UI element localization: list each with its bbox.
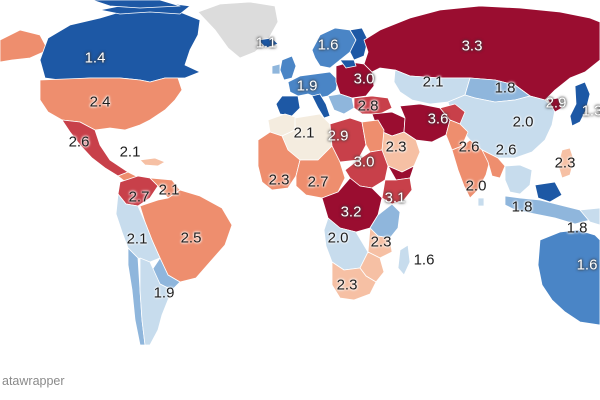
region-caribbean — [139, 157, 166, 167]
region-chile — [127, 247, 146, 346]
region-india — [451, 139, 491, 199]
region-egypt — [361, 119, 385, 153]
region-ethiopia — [381, 177, 413, 205]
region-western-europe — [287, 71, 339, 99]
region-papua — [579, 207, 600, 226]
region-afghanistan — [439, 103, 466, 125]
region-southeast-asia — [504, 164, 533, 195]
region-usa — [39, 77, 183, 131]
region-sudan — [344, 149, 389, 189]
region-iceland — [257, 37, 279, 49]
region-philippines — [557, 147, 575, 179]
region-iran — [399, 103, 451, 143]
region-alaska — [0, 29, 49, 63]
region-finland — [349, 27, 369, 61]
region-south-africa — [331, 261, 377, 301]
region-bangladesh — [481, 149, 506, 179]
region-uk — [279, 55, 297, 81]
region-nordic-islands — [91, 0, 181, 9]
region-yemen — [387, 165, 415, 181]
region-madagascar — [397, 244, 411, 276]
region-baltics — [339, 59, 357, 69]
region-china — [447, 94, 556, 159]
region-sri-lanka — [477, 197, 485, 207]
region-italy — [311, 93, 331, 119]
region-australia — [537, 229, 600, 326]
region-eastern-europe — [335, 61, 375, 99]
region-borneo — [534, 181, 563, 203]
region-iberia — [275, 95, 301, 117]
datawrapper-credit[interactable]: atawrapper — [2, 374, 65, 388]
region-canada — [39, 9, 201, 83]
region-ireland — [271, 63, 281, 75]
region-balkans — [327, 93, 355, 115]
region-north-korea — [547, 97, 563, 113]
region-japan — [569, 81, 591, 127]
region-peru — [115, 193, 161, 263]
region-turkey — [353, 95, 393, 115]
region-greenland — [197, 1, 279, 59]
region-indonesia — [504, 195, 591, 225]
region-argentina — [139, 257, 173, 346]
